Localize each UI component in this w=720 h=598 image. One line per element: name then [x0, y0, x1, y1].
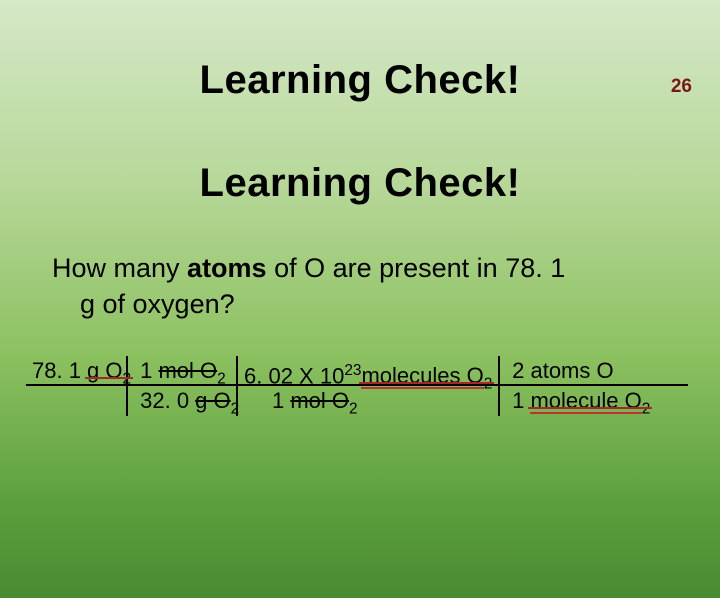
r2c3-strike: mol O — [290, 388, 349, 413]
calculation: 78. 1 g O2 1 mol O2 6. 02 X 1023 molecul… — [26, 356, 688, 416]
r2c4-mol-text: molecule O — [530, 391, 641, 414]
cell-r1c1: 78. 1 g O2 — [26, 356, 128, 386]
question-text: How many atoms of O are present in 78. 1… — [52, 250, 668, 323]
r2c4-mol: molecule O2 — [530, 386, 650, 424]
r1c4-text: 2 atoms O — [512, 358, 613, 383]
r1c2-pre: 1 — [140, 358, 158, 383]
r1c3-pre: 6. 02 X 10 — [244, 363, 344, 388]
cell-r2c1 — [26, 386, 128, 416]
r1c1-unit-text: g O — [87, 358, 122, 383]
r2c3-pre: 1 — [272, 388, 290, 413]
title-fill: Learning Check! — [0, 58, 720, 103]
r1c3-sup: 23 — [344, 362, 361, 379]
r2c2-pre: 32. 0 — [140, 388, 195, 413]
question-part1: How many — [52, 253, 187, 283]
slide-title: Learning Check! Learning Check! — [0, 58, 720, 206]
question-line2: g of oxygen? — [52, 286, 668, 322]
r1c2-strike: mol O — [158, 358, 217, 383]
r2c2-strike-text: g O — [195, 388, 230, 413]
r2c2-strike: g O — [195, 388, 230, 413]
title-outline: Learning Check! — [0, 161, 720, 206]
question-part2: of O are present in 78. 1 — [267, 253, 566, 283]
question-bold: atoms — [187, 253, 267, 283]
cell-r1c4: 2 atoms O — [500, 356, 688, 386]
cell-r1c3: 6. 02 X 1023 molecules O2 — [238, 356, 500, 386]
r1c2-strike-text: mol O — [158, 358, 217, 383]
r1c1-val: 78. 1 — [32, 358, 87, 383]
r1c2-sub: 2 — [217, 370, 226, 387]
cell-r2c4: 1 molecule O2 — [500, 386, 688, 416]
r2c3-sub: 2 — [349, 400, 358, 417]
cell-r2c3: 1 mol O2 — [238, 386, 500, 416]
cell-r1c2: 1 mol O2 — [128, 356, 238, 386]
r2c4-sub: 2 — [642, 400, 651, 417]
cell-r2c2: 32. 0 g O2 — [128, 386, 238, 416]
r2c3-strike-text: mol O — [290, 388, 349, 413]
r2c4-pre: 1 — [512, 388, 530, 413]
